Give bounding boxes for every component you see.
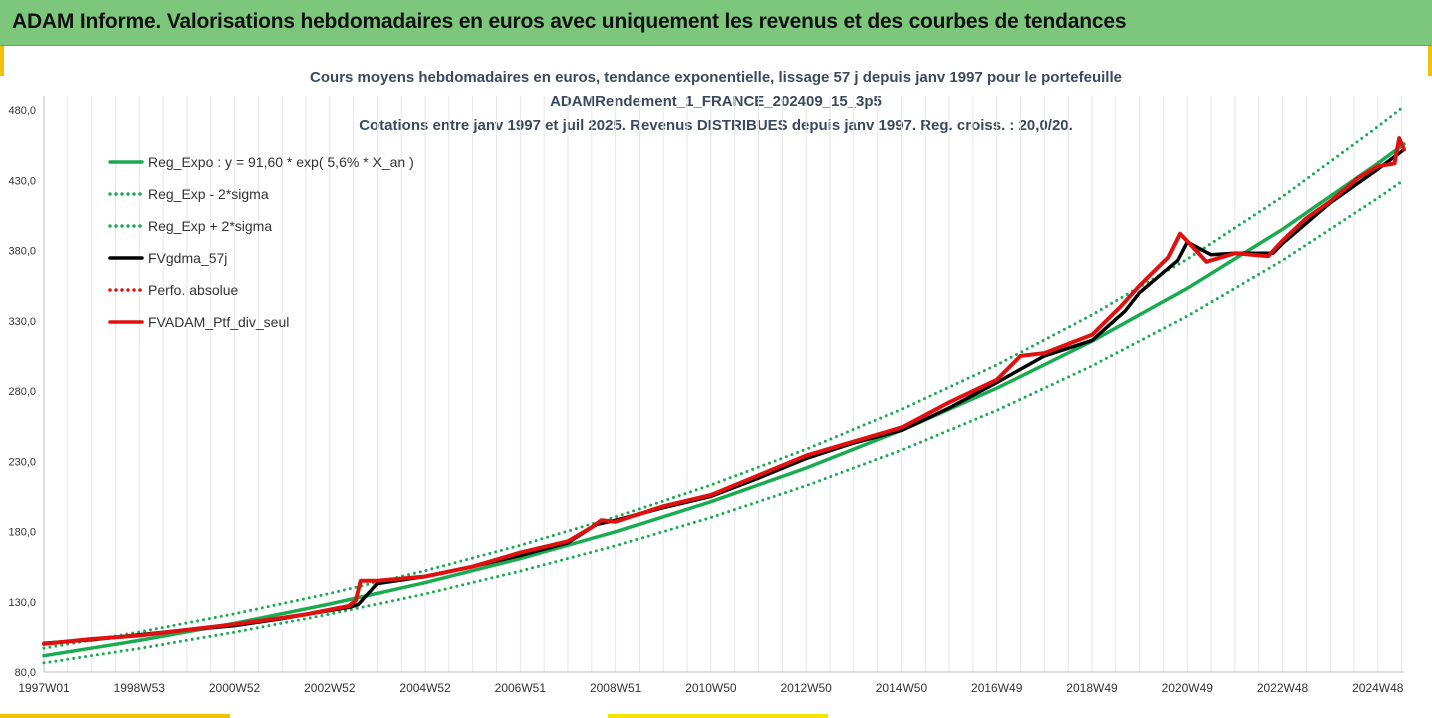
series-lines: [42, 104, 1406, 665]
report-title: ADAM Informe. Valorisations hebdomadaire…: [12, 10, 1127, 33]
accent-bar-top-left: [0, 46, 4, 76]
accent-bar-top-right: [1428, 46, 1432, 76]
chart-title-line-1: Cours moyens hebdomadaires en euros, ten…: [310, 69, 1122, 86]
x-tick-label: 2000W52: [209, 681, 261, 695]
x-tick-label: 1997W01: [18, 681, 70, 695]
x-tick-label: 2024W48: [1352, 681, 1404, 695]
legend: Reg_Expo : y = 91,60 * exp( 5,6% * X_an …: [108, 154, 414, 330]
legend-label: Reg_Exp + 2*sigma: [148, 218, 272, 234]
y-tick-label: 230,0: [8, 456, 36, 468]
accent-bar-bottom: [608, 714, 828, 718]
grid-lines: [67, 96, 1403, 672]
y-tick-label: 480,0: [8, 105, 36, 117]
header-banner: ADAM Informe. Valorisations hebdomadaire…: [0, 0, 1432, 46]
legend-label: FVADAM_Ptf_div_seul: [148, 314, 289, 330]
series-line-5: [42, 136, 1406, 646]
chart-title-block: Cours moyens hebdomadaires en euros, ten…: [0, 66, 1432, 138]
x-tick-label: 2022W48: [1257, 681, 1309, 695]
y-tick-label: 380,0: [8, 246, 36, 258]
x-tick-label: 2004W52: [399, 681, 451, 695]
series-line-1: [42, 178, 1406, 665]
x-tick-label: 2014W50: [876, 681, 928, 695]
y-tick-label: 180,0: [8, 527, 36, 539]
legend-label: Reg_Exp - 2*sigma: [148, 186, 269, 202]
y-tick-label: 430,0: [8, 175, 36, 187]
x-tick-label: 2008W51: [590, 681, 642, 695]
series-line-2: [42, 104, 1406, 650]
chart-title-line-3: Cotations entre janv 1997 et juil 2025. …: [359, 117, 1073, 134]
legend-label: Reg_Expo : y = 91,60 * exp( 5,6% * X_an …: [148, 154, 414, 170]
legend-label: FVgdma_57j: [148, 250, 227, 266]
x-tick-label: 2006W51: [495, 681, 547, 695]
x-tick-label: 2010W50: [685, 681, 737, 695]
legend-label: Perfo. absolue: [148, 282, 238, 298]
chart-title-line-2: ADAMRendement_1_FRANCE_202409_15_3p5: [550, 93, 882, 110]
x-tick-label: 2016W49: [971, 681, 1023, 695]
y-tick-label: 80,0: [15, 667, 36, 679]
x-tick-label: 2002W52: [304, 681, 356, 695]
series-line-0: [42, 142, 1406, 658]
x-tick-label: 2020W49: [1162, 681, 1214, 695]
x-tick-label: 2018W49: [1066, 681, 1118, 695]
axes: 80,0 130,0 180,0 230,0 280,0 330,0 380,0 430,0 4…: [8, 96, 1404, 695]
y-tick-label: 130,0: [8, 597, 36, 609]
x-tick-label: 1998W53: [114, 681, 166, 695]
x-tick-label: 2012W50: [780, 681, 832, 695]
accent-bar-bottom-left: [0, 714, 230, 718]
y-tick-label: 280,0: [8, 386, 36, 398]
y-tick-label: 330,0: [8, 316, 36, 328]
